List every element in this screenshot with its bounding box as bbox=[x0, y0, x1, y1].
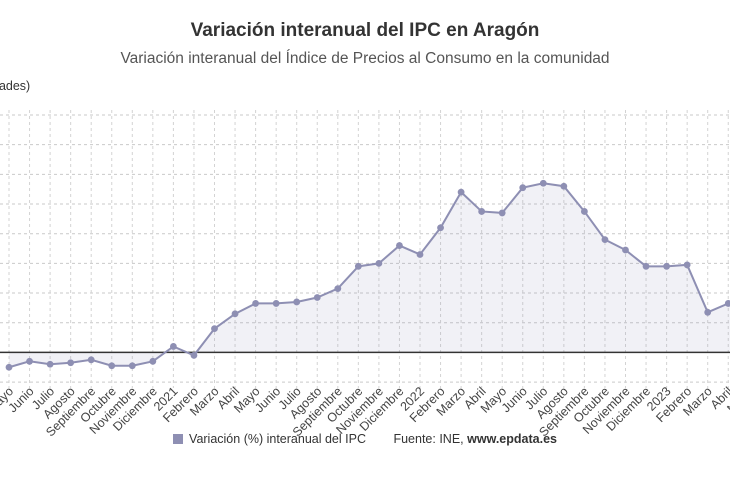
data-point bbox=[313, 294, 321, 301]
source-site[interactable]: www.epdata.es bbox=[467, 432, 557, 446]
data-point bbox=[26, 357, 33, 365]
data-point bbox=[252, 300, 259, 307]
data-point bbox=[683, 261, 691, 269]
data-point bbox=[437, 224, 444, 232]
data-point bbox=[293, 298, 301, 306]
legend-series-label[interactable]: Variación (%) interanual del IPC bbox=[189, 432, 366, 446]
data-point bbox=[663, 262, 670, 270]
legend-swatch bbox=[173, 434, 184, 444]
data-point bbox=[601, 236, 609, 244]
data-point bbox=[334, 285, 342, 292]
series-area-fill bbox=[9, 183, 730, 368]
data-point bbox=[622, 246, 629, 254]
data-point bbox=[272, 300, 280, 307]
data-point bbox=[704, 308, 712, 316]
data-point bbox=[416, 251, 424, 258]
data-point bbox=[128, 362, 136, 370]
data-point bbox=[375, 259, 383, 267]
series-points bbox=[5, 179, 730, 371]
data-point bbox=[560, 182, 568, 190]
data-point bbox=[354, 262, 362, 270]
legend: Variación (%) interanual del IPC Fuente:… bbox=[0, 432, 730, 446]
chart-title: Variación interanual del IPC en Aragón bbox=[190, 20, 540, 41]
chart-subtitle: Variación interanual del Índice de Preci… bbox=[120, 50, 610, 67]
data-point bbox=[108, 362, 116, 370]
data-point bbox=[170, 343, 177, 350]
data-point bbox=[87, 356, 95, 364]
data-point bbox=[498, 209, 506, 217]
data-point bbox=[539, 179, 547, 187]
data-point bbox=[396, 242, 403, 249]
source-label: Fuente: INE, bbox=[393, 432, 464, 446]
data-point bbox=[724, 300, 730, 307]
data-point bbox=[190, 351, 198, 359]
data-point bbox=[46, 360, 54, 368]
data-point bbox=[211, 325, 218, 333]
data-point bbox=[5, 363, 13, 371]
data-point bbox=[642, 262, 650, 270]
data-point bbox=[478, 208, 486, 215]
data-point bbox=[581, 208, 588, 215]
series-line bbox=[8, 182, 730, 369]
grid-layer bbox=[0, 110, 730, 388]
data-point bbox=[519, 184, 527, 192]
data-point bbox=[149, 357, 157, 365]
data-point bbox=[457, 188, 465, 196]
source-note: Fuente: INE, www.epdata.es bbox=[393, 432, 557, 446]
data-point bbox=[231, 310, 239, 318]
data-point bbox=[67, 359, 75, 367]
